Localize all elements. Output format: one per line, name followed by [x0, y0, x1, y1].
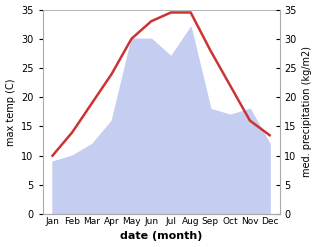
X-axis label: date (month): date (month) [120, 231, 202, 242]
Y-axis label: med. precipitation (kg/m2): med. precipitation (kg/m2) [302, 46, 313, 177]
Y-axis label: max temp (C): max temp (C) [5, 78, 16, 145]
